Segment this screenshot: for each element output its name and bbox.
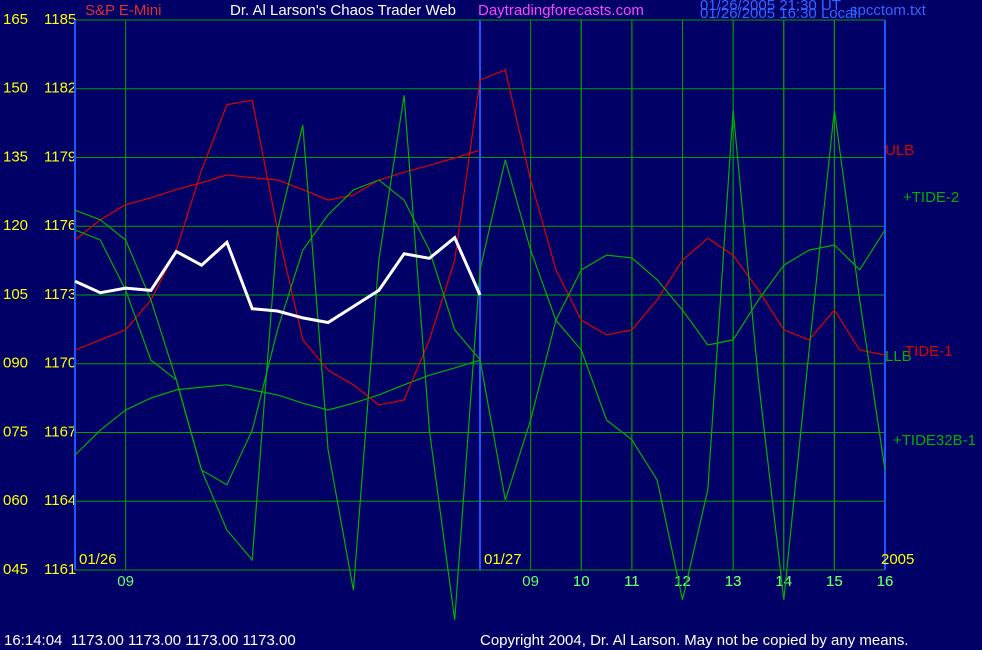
y-tick-label: 105 bbox=[3, 286, 28, 303]
x-tick-label: 11 bbox=[624, 573, 640, 590]
series-label: ULB bbox=[885, 142, 914, 159]
series-label: +TIDE-2 bbox=[903, 189, 959, 206]
x-tick-label: 09 bbox=[117, 573, 134, 590]
series-line bbox=[74, 149, 481, 241]
date-label: 01/27 bbox=[484, 551, 522, 568]
series-line bbox=[74, 359, 481, 456]
y-tick-label: 045 bbox=[3, 561, 28, 578]
x-tick-label: 16 bbox=[877, 573, 894, 590]
y2-tick-label: 1164 bbox=[44, 492, 76, 509]
y2-tick-label: 1185 bbox=[44, 11, 76, 28]
y-tick-label: 165 bbox=[3, 11, 28, 28]
x-tick-label: 10 bbox=[573, 573, 590, 590]
series-line bbox=[74, 235, 482, 325]
y-tick-label: 090 bbox=[3, 355, 28, 372]
date-label: 01/26 bbox=[79, 551, 117, 568]
y2-tick-label: 1182 bbox=[44, 80, 76, 97]
x-tick-label: 15 bbox=[826, 573, 843, 590]
y-tick-label: 075 bbox=[3, 423, 28, 440]
x-tick-label: 10 bbox=[573, 573, 590, 590]
series-label: +TIDE32B-1 bbox=[893, 432, 976, 449]
x-tick-label: 14 bbox=[775, 573, 792, 590]
y-tick-label: 150 bbox=[3, 80, 28, 97]
date-label: 2005 bbox=[881, 551, 914, 568]
series-line bbox=[74, 179, 886, 501]
x-tick-label: 11 bbox=[624, 573, 640, 590]
copyright: Copyright 2004, Dr. Al Larson. May not b… bbox=[480, 632, 909, 649]
y2-tick-label: 1167 bbox=[44, 423, 76, 440]
series-line bbox=[74, 69, 886, 406]
series-line bbox=[74, 95, 886, 621]
y-tick-label: 120 bbox=[3, 217, 28, 234]
x-tick-label: 13 bbox=[725, 573, 742, 590]
series-label: LLB bbox=[885, 348, 912, 365]
series-label: TIDE-1 bbox=[905, 343, 953, 360]
instrument: S&P E-Mini bbox=[85, 2, 161, 19]
status: 16:14:04 1173.00 1173.00 1173.00 1173.00 bbox=[4, 632, 296, 649]
x-tick-label: 16 bbox=[877, 573, 894, 590]
file-name: spcctom.txt bbox=[850, 2, 927, 19]
chart-subtitle: Daytradingforecasts.com bbox=[478, 2, 644, 19]
y2-tick-label: 1170 bbox=[44, 355, 76, 372]
chart-title: Dr. Al Larson's Chaos Trader Web bbox=[230, 2, 456, 19]
y-tick-label: 135 bbox=[3, 148, 28, 165]
x-tick-label: 15 bbox=[826, 573, 843, 590]
x-tick-label: 09 bbox=[522, 573, 539, 590]
y2-tick-label: 1176 bbox=[44, 217, 76, 234]
timestamp: 01/26/2005 16:30 Local bbox=[700, 5, 857, 22]
y2-tick-label: 1179 bbox=[44, 148, 76, 165]
y2-tick-label: 1161 bbox=[44, 561, 76, 578]
timestamp: 01/26/2005 21:30 UT bbox=[700, 0, 841, 14]
x-tick-label: 13 bbox=[725, 573, 742, 590]
x-tick-label: 14 bbox=[775, 573, 792, 590]
y-tick-label: 060 bbox=[3, 492, 28, 509]
y2-tick-label: 1173 bbox=[44, 286, 76, 303]
